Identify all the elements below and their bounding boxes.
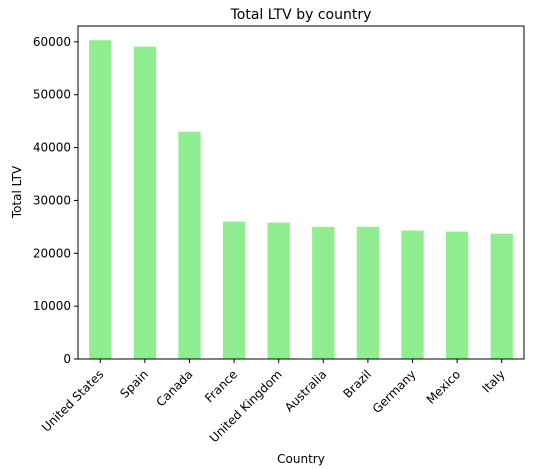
y-axis-title: Total LTV	[10, 165, 24, 219]
bar-australia	[312, 226, 335, 359]
y-tick-label: 20000	[33, 246, 71, 260]
y-tick-label: 50000	[33, 88, 71, 102]
y-tick-label: 10000	[33, 299, 71, 313]
bar-france	[222, 221, 246, 359]
x-tick-label: Canada	[153, 367, 195, 409]
bar-united-states	[89, 40, 112, 360]
y-ticks-group: 0 10000 20000 30000 40000 50000 60000	[33, 35, 78, 366]
bars-group	[89, 40, 513, 360]
bar-spain	[133, 46, 157, 360]
x-tick-label: France	[202, 367, 240, 405]
y-tick-label: 60000	[33, 35, 71, 49]
plot-frame	[77, 25, 525, 360]
x-tick-label: Mexico	[424, 367, 464, 407]
bar-mexico	[445, 231, 469, 359]
x-tick-label: Italy	[480, 367, 508, 395]
x-tick-label: United States	[39, 367, 106, 434]
x-tick-label: Spain	[117, 367, 151, 401]
x-tick-label: Australia	[282, 367, 329, 414]
bar-italy	[490, 233, 513, 359]
x-tick-label: Germany	[370, 367, 419, 416]
y-tick-label: 30000	[33, 193, 71, 207]
bar-germany	[401, 230, 424, 359]
chart-title: Total LTV by country	[230, 7, 372, 23]
y-tick-label: 0	[63, 352, 71, 366]
y-tick-label: 40000	[33, 141, 71, 155]
x-tick-label: Brazil	[340, 367, 374, 401]
bar-brazil	[356, 226, 380, 359]
x-axis-title: Country	[277, 452, 325, 466]
bar-united-kingdom	[267, 222, 290, 359]
axes-group	[77, 25, 525, 360]
bar-canada	[178, 131, 201, 359]
